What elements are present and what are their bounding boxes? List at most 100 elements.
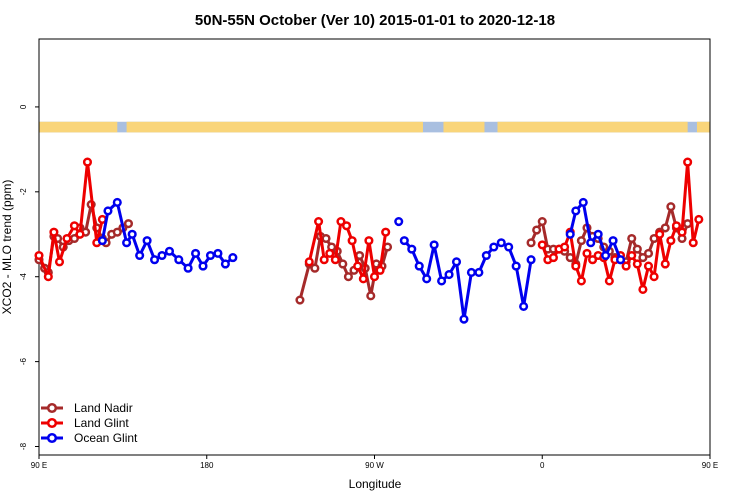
legend-label: Land Nadir <box>74 401 133 415</box>
data-point <box>677 227 687 237</box>
data-point <box>660 259 670 269</box>
data-point <box>608 236 618 246</box>
data-point <box>576 236 586 246</box>
data-point <box>451 257 462 267</box>
data-point <box>481 250 491 261</box>
series-layer <box>34 157 704 324</box>
data-point <box>437 276 447 286</box>
data-point <box>54 257 65 267</box>
x-tick-label: 180 <box>200 461 214 470</box>
data-point <box>358 274 368 284</box>
data-point <box>414 261 424 271</box>
data-point <box>666 236 676 246</box>
data-point <box>82 157 93 167</box>
data-point <box>43 272 53 282</box>
surface-band-land <box>497 121 688 133</box>
data-point <box>62 233 72 244</box>
x-axis: 90 E 180 90 W 0 90 E <box>31 455 718 470</box>
data-point <box>643 261 654 271</box>
y-tick-label: 0 <box>19 104 28 109</box>
x-tick-label: 90 E <box>702 461 718 470</box>
data-point <box>532 225 542 235</box>
series-2 <box>97 197 626 324</box>
data-point <box>649 233 659 244</box>
data-point <box>578 197 588 207</box>
series-1 <box>34 157 704 294</box>
y-axis: 0 -2 -4 -6 -8 <box>19 104 39 450</box>
data-point <box>694 214 704 224</box>
data-point <box>353 261 363 271</box>
y-tick-label: -4 <box>19 273 28 281</box>
data-point <box>347 236 357 246</box>
data-point <box>369 272 380 282</box>
data-point <box>643 248 654 258</box>
data-point <box>205 250 216 261</box>
y-tick-label: -6 <box>19 358 28 366</box>
surface-band-land <box>39 121 118 133</box>
data-point <box>399 236 409 246</box>
legend-marker <box>46 432 58 444</box>
data-point <box>496 238 506 248</box>
data-point <box>638 284 648 294</box>
data-point <box>548 253 558 263</box>
data-point <box>341 221 352 231</box>
legend-label: Ocean Glint <box>74 431 138 445</box>
chart-title: 50N-55N October (Ver 10) 2015-01-01 to 2… <box>195 12 555 29</box>
data-point <box>649 272 659 282</box>
data-point <box>191 248 201 258</box>
data-point <box>75 229 85 239</box>
series-0 <box>34 200 693 305</box>
data-point <box>314 216 324 227</box>
data-point <box>310 263 320 273</box>
data-point <box>593 229 603 239</box>
x-tick-label: 90 E <box>31 461 47 470</box>
data-point <box>660 223 670 233</box>
data-point <box>655 229 665 239</box>
x-tick-label: 0 <box>540 461 545 470</box>
surface-band-land <box>126 121 423 133</box>
y-tick-label: -2 <box>19 188 28 196</box>
data-point <box>627 250 637 261</box>
data-point <box>519 301 529 311</box>
data-point <box>582 248 592 258</box>
data-point <box>489 242 499 252</box>
data-point <box>627 233 637 244</box>
data-point <box>683 157 693 167</box>
data-point <box>429 240 439 250</box>
data-point <box>526 238 536 248</box>
data-point <box>97 236 107 246</box>
data-point <box>407 244 417 254</box>
data-point <box>366 291 376 301</box>
data-point <box>474 267 484 278</box>
data-point <box>34 250 44 261</box>
data-point <box>588 255 598 265</box>
data-point <box>164 246 175 256</box>
data-point <box>604 276 614 286</box>
surface-band-land <box>443 121 485 133</box>
data-point <box>49 227 59 237</box>
data-point <box>671 221 682 231</box>
data-point <box>319 255 329 265</box>
data-point <box>571 206 581 216</box>
data-point <box>537 216 547 227</box>
data-point <box>135 250 145 261</box>
data-point <box>394 216 404 227</box>
data-point <box>336 216 346 227</box>
data-point <box>150 255 160 265</box>
data-point <box>632 259 642 269</box>
legend-marker <box>46 417 58 429</box>
data-point <box>112 227 122 237</box>
data-point <box>422 274 432 284</box>
data-point <box>601 250 611 261</box>
data-point <box>330 255 340 265</box>
data-point <box>220 259 230 269</box>
data-point <box>632 244 642 254</box>
data-point <box>615 255 626 265</box>
data-point <box>666 202 676 212</box>
x-axis-label: Longitude <box>349 477 402 491</box>
x-tick-label: 90 W <box>365 461 384 470</box>
data-point <box>688 238 698 248</box>
data-point <box>504 242 514 252</box>
